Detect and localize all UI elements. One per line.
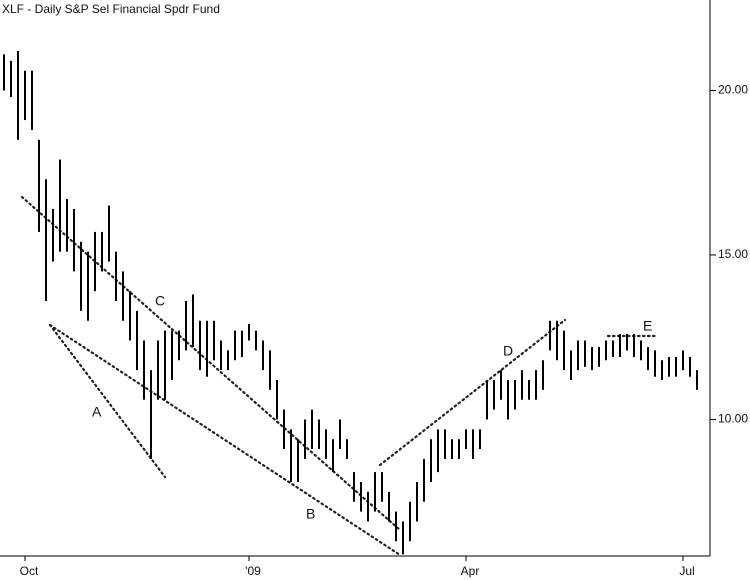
- y-tick-label: 15.00: [718, 247, 748, 261]
- y-tick-label: 10.00: [718, 412, 748, 426]
- annotation: E: [643, 318, 652, 334]
- trend-line: [20, 195, 402, 532]
- chart-title: XLF - Daily S&P Sel Financial Spdr Fund: [2, 2, 220, 16]
- x-tick-label: Apr: [461, 564, 480, 578]
- annotation: A: [92, 404, 102, 420]
- annotation: B: [306, 506, 315, 522]
- x-tick-label: '09: [245, 564, 261, 578]
- annotation: C: [155, 293, 165, 309]
- y-tick-label: 20.00: [718, 83, 748, 97]
- x-tick-label: Oct: [20, 564, 39, 578]
- trend-line: [48, 323, 167, 479]
- trend-line: [378, 318, 567, 467]
- x-tick-label: Jul: [679, 564, 694, 578]
- trend-line: [48, 323, 402, 557]
- annotation: D: [503, 343, 513, 359]
